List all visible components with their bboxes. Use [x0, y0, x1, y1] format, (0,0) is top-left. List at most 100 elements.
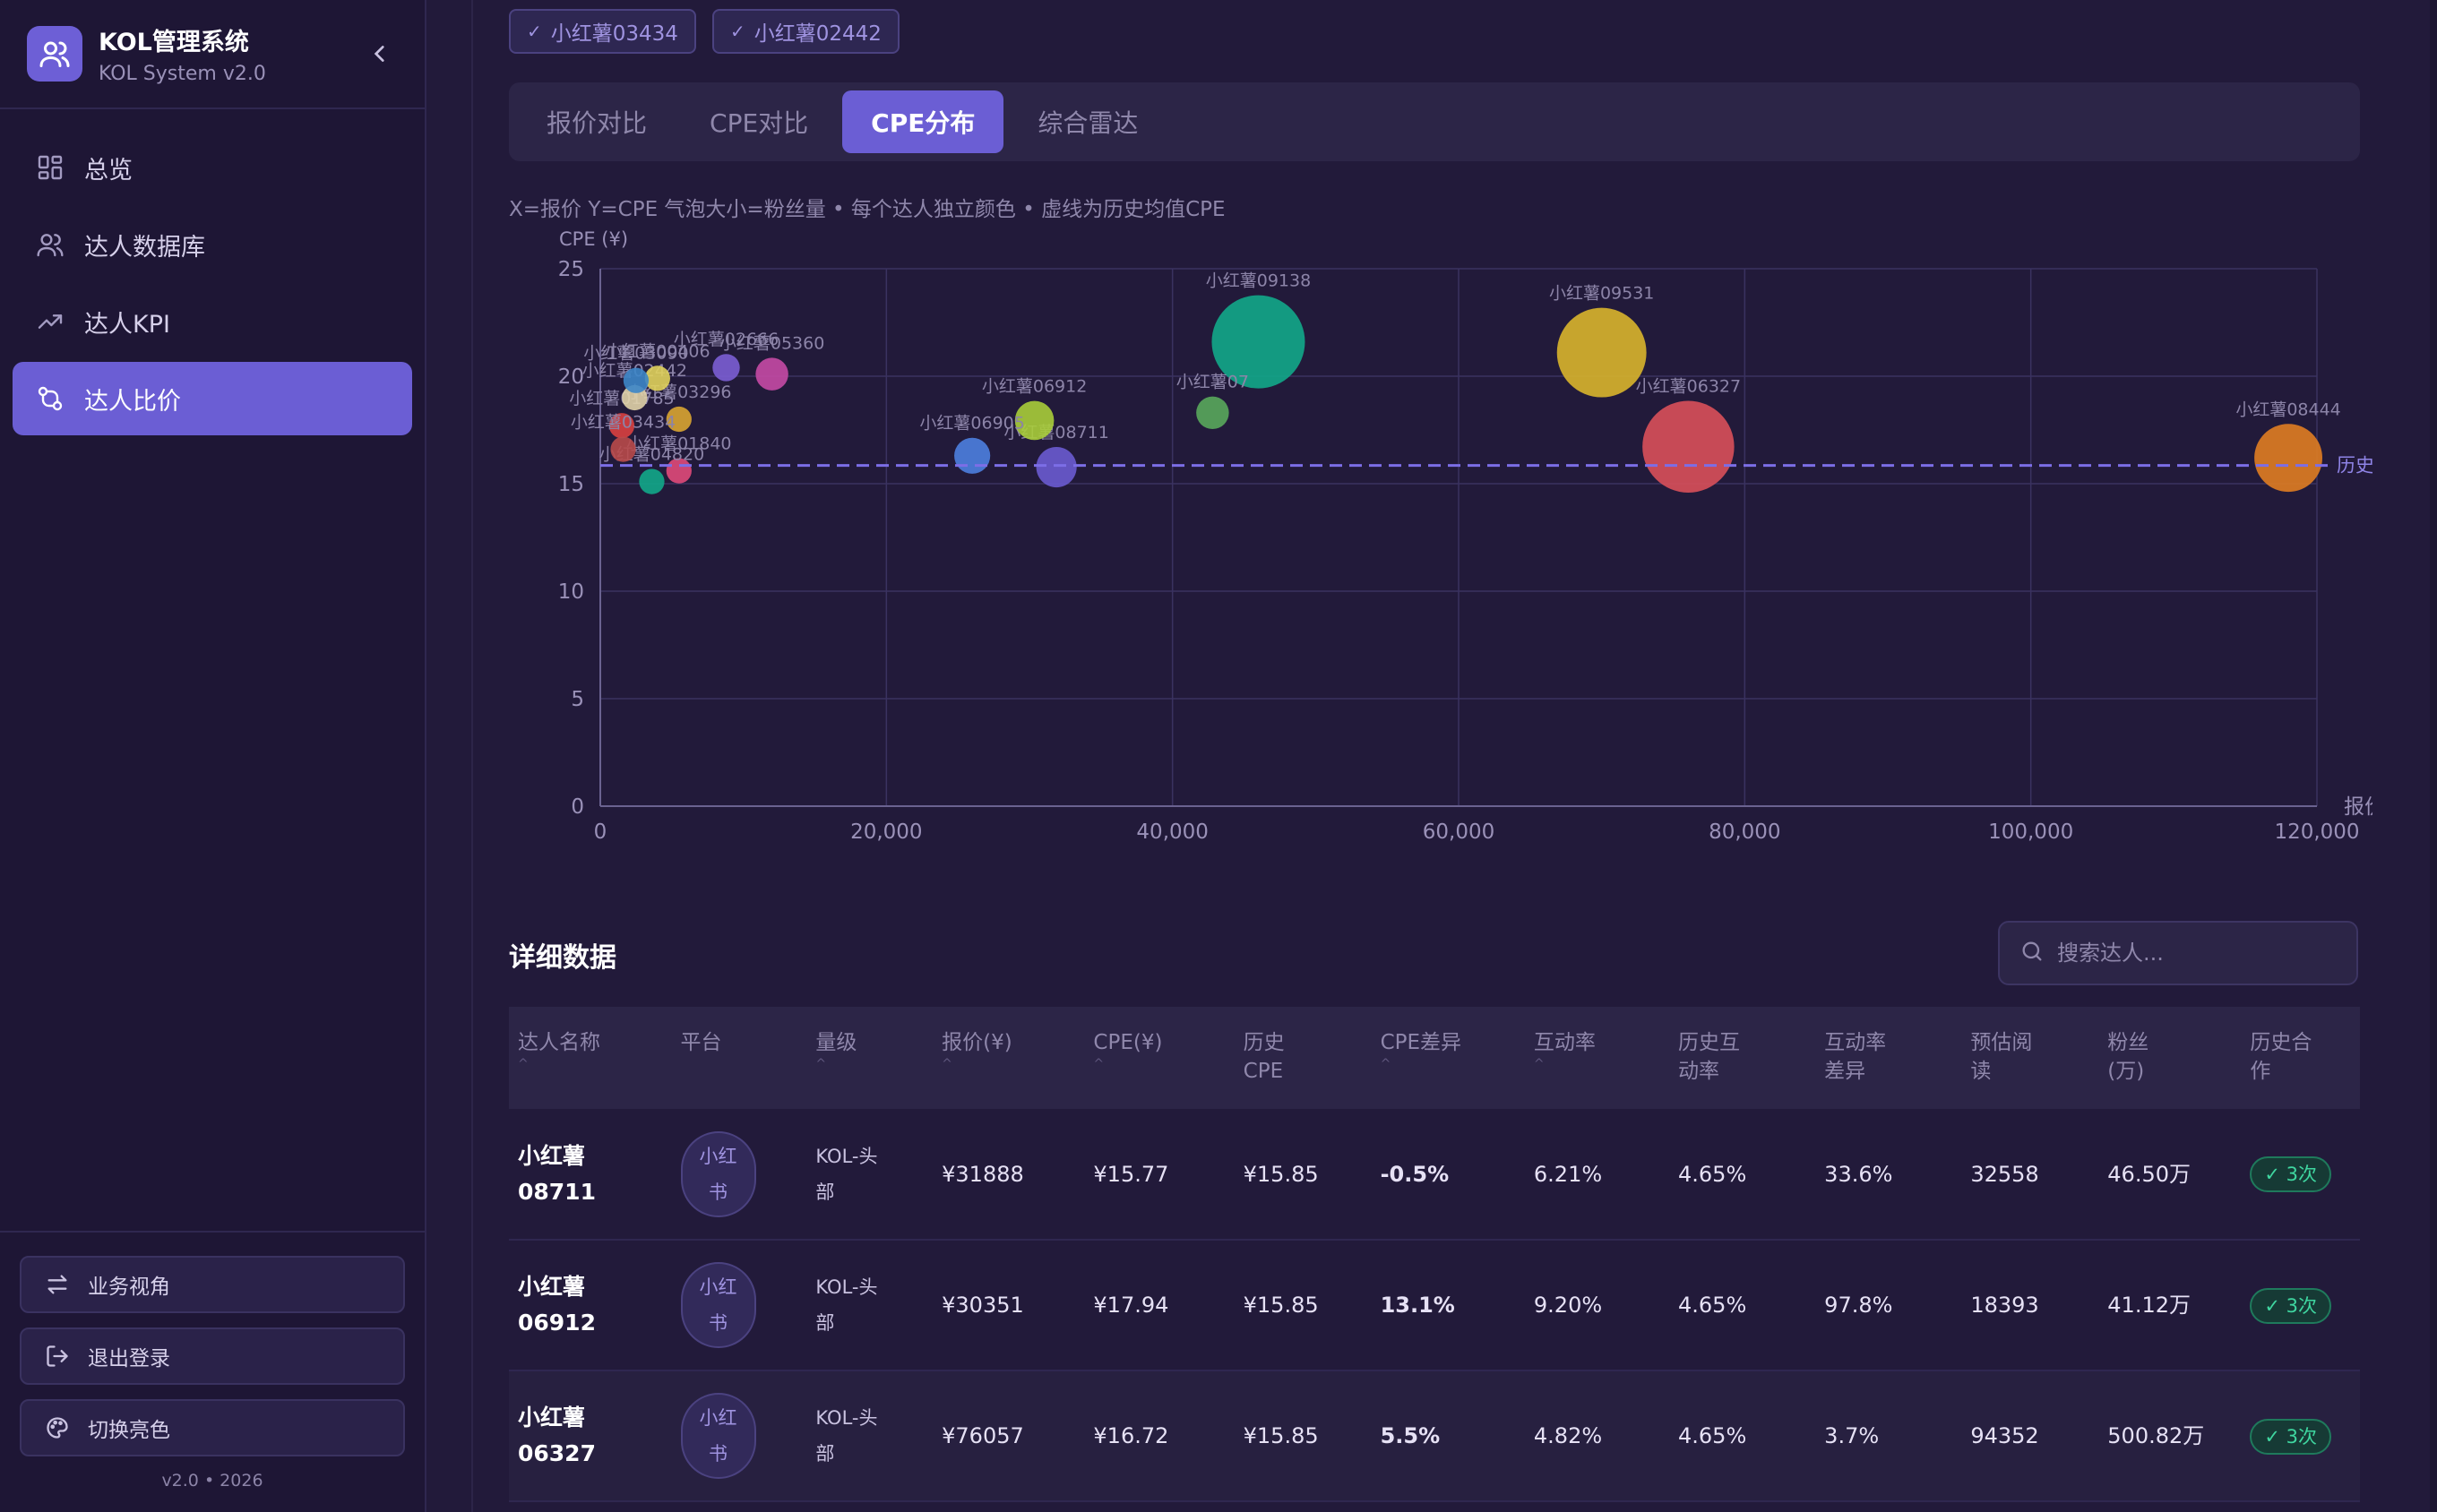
x-tick-label: 120,000 [2274, 820, 2359, 844]
nav-item-overview[interactable]: 总览 [13, 131, 412, 204]
col-label: 平台 [680, 1031, 722, 1054]
kol-name: 小红薯08711 [518, 1142, 596, 1205]
bubble-point [1642, 400, 1735, 493]
platform-badge: 小红书 [680, 1130, 756, 1217]
palette-icon [43, 1413, 72, 1442]
sort-icon: ^ [1533, 1057, 1545, 1071]
col-label: CPE(¥) [1093, 1031, 1163, 1054]
bubble-label: 小红薯06912 [982, 377, 1087, 397]
cell-cpe-diff: -0.5% [1371, 1109, 1525, 1241]
dashboard-icon [34, 151, 66, 184]
bubble-point [610, 436, 636, 462]
cell-cpe: ¥17.94 [1084, 1240, 1235, 1371]
tab-cpe-compare[interactable]: CPE对比 [710, 108, 809, 138]
tier-value: KOL-头部 [815, 1145, 878, 1203]
cell-tier: KOL-头部 [806, 1109, 934, 1241]
col-label: 预估阅读 [1970, 1031, 2033, 1083]
cell-rate-diff: 3.7% [1815, 1370, 1962, 1502]
table-row[interactable]: 小红薯06912 小红书 KOL-头部 ¥30351 ¥17.94 ¥15.85… [509, 1240, 2360, 1371]
bubble-label: 小红薯09138 [1206, 271, 1311, 291]
y-tick-label: 10 [558, 580, 584, 604]
logout-label: 退出登录 [88, 1347, 170, 1370]
table-row[interactable]: 小红薯08711 小红书 KOL-头部 ¥31888 ¥15.77 ¥15.85… [509, 1109, 2360, 1241]
selected-kol-chips: ✓ 小红薯03434 ✓ 小红薯02442 [509, 9, 900, 54]
chip-label: 小红薯02442 [753, 22, 882, 46]
col-header-rate[interactable]: 互动率 ^ [1524, 1007, 1670, 1109]
main-content: ✓ 小红薯03434 ✓ 小红薯02442 报价对比 CPE对比 CPE分布 综… [471, 0, 2437, 1512]
col-header-coop[interactable]: 历史合作 [2241, 1007, 2360, 1109]
chevron-left-icon[interactable] [362, 36, 398, 72]
coop-badge: ✓ 3次 [2250, 1156, 2331, 1192]
tier-value: KOL-头部 [815, 1276, 878, 1334]
app-subtitle: KOL System v2.0 [99, 63, 266, 85]
bubble-point [644, 365, 670, 391]
bubble-label: 小红薯03434 [571, 412, 676, 432]
cell-rate: 9.20% [1524, 1240, 1670, 1371]
tier-value: KOL-头部 [815, 1407, 878, 1465]
bubble-point [1196, 396, 1229, 430]
bubble-label: 小红薯01785 [569, 389, 674, 408]
nav-label: 总览 [84, 156, 133, 185]
search-input[interactable] [2057, 941, 2337, 966]
col-header-price[interactable]: 报价(¥) ^ [933, 1007, 1085, 1109]
x-axis-label: 报价 [2344, 795, 2372, 819]
col-label: 互动率差异 [1824, 1031, 1887, 1083]
platform-badge: 小红书 [680, 1393, 756, 1479]
col-header-cpe[interactable]: CPE(¥) ^ [1084, 1007, 1235, 1109]
cell-reads: 18393 [1961, 1240, 2099, 1371]
col-header-platform[interactable]: 平台 [671, 1007, 807, 1109]
nav-label: 达人KPI [84, 310, 170, 339]
brand-header: KOL管理系统 KOL System v2.0 [0, 0, 425, 109]
bubble-point [1014, 400, 1055, 441]
cell-name: 小红薯06912 [509, 1240, 672, 1371]
col-header-name[interactable]: 达人名称 ^ [509, 1007, 672, 1109]
bubble-point [639, 468, 665, 494]
business-view-button[interactable]: 业务视角 [20, 1256, 405, 1313]
users-logo-icon [27, 26, 82, 82]
logout-icon [43, 1342, 72, 1370]
scrollbar-track[interactable] [2430, 0, 2437, 1512]
col-header-hist-rate[interactable]: 历史互动率 [1669, 1007, 1816, 1109]
col-header-reads[interactable]: 预估阅读 [1961, 1007, 2099, 1109]
cell-tier: KOL-头部 [806, 1240, 934, 1371]
bubble-label: 小红薯02666 [674, 330, 779, 349]
bubble-point [623, 367, 650, 393]
x-tick-label: 20,000 [850, 820, 922, 844]
users-icon [34, 228, 66, 261]
table-row[interactable]: 小红薯06327 小红书 KOL-头部 ¥76057 ¥16.72 ¥15.85… [509, 1370, 2360, 1502]
cell-fans: 500.82万 [2098, 1370, 2242, 1502]
tab-price-compare[interactable]: 报价对比 [547, 108, 648, 138]
y-tick-label: 5 [571, 688, 584, 711]
bubble-point [954, 437, 991, 474]
sidebar-footer: 业务视角 退出登录 切换亮色 v2.0 • 2026 [0, 1231, 425, 1512]
chip-label: 小红薯03434 [550, 22, 678, 46]
platform-badge: 小红书 [680, 1262, 756, 1348]
col-header-tier[interactable]: 量级 ^ [806, 1007, 934, 1109]
selected-chip[interactable]: ✓ 小红薯03434 [509, 9, 696, 54]
kol-name: 小红薯06327 [518, 1405, 596, 1466]
chart-tabs: 报价对比 CPE对比 CPE分布 综合雷达 [509, 82, 2360, 161]
swap-icon [43, 1270, 72, 1299]
logout-button[interactable]: 退出登录 [20, 1327, 405, 1385]
nav-item-kol-database[interactable]: 达人数据库 [13, 208, 412, 281]
col-header-rate-diff[interactable]: 互动率差异 [1815, 1007, 1962, 1109]
cell-rate-diff: 33.6% [1815, 1109, 1962, 1241]
check-icon: ✓ [729, 21, 745, 42]
tab-cpe-distribution[interactable]: CPE分布 [842, 90, 1004, 153]
nav-item-kol-compare[interactable]: 达人比价 [13, 362, 412, 435]
col-header-hist-cpe[interactable]: 历史CPE [1234, 1007, 1372, 1109]
tab-radar[interactable]: 综合雷达 [1038, 108, 1139, 138]
nav-item-kol-kpi[interactable]: 达人KPI [13, 285, 412, 358]
x-tick-label: 60,000 [1423, 820, 1494, 844]
selected-chip[interactable]: ✓ 小红薯02442 [711, 9, 900, 54]
app-title: KOL管理系统 [99, 29, 249, 56]
toggle-theme-button[interactable]: 切换亮色 [20, 1399, 405, 1456]
x-tick-label: 0 [594, 820, 607, 844]
col-header-fans[interactable]: 粉丝(万) [2098, 1007, 2242, 1109]
cell-rate: 6.21% [1524, 1109, 1670, 1241]
search-box[interactable] [1998, 921, 2358, 985]
bubble-label: 小红薯07 [1176, 373, 1249, 392]
cell-coop: ✓ 3次 [2241, 1240, 2360, 1371]
cell-name: 小红薯08711 [509, 1109, 672, 1241]
col-header-cpe-diff[interactable]: CPE差异 ^ [1371, 1007, 1525, 1109]
